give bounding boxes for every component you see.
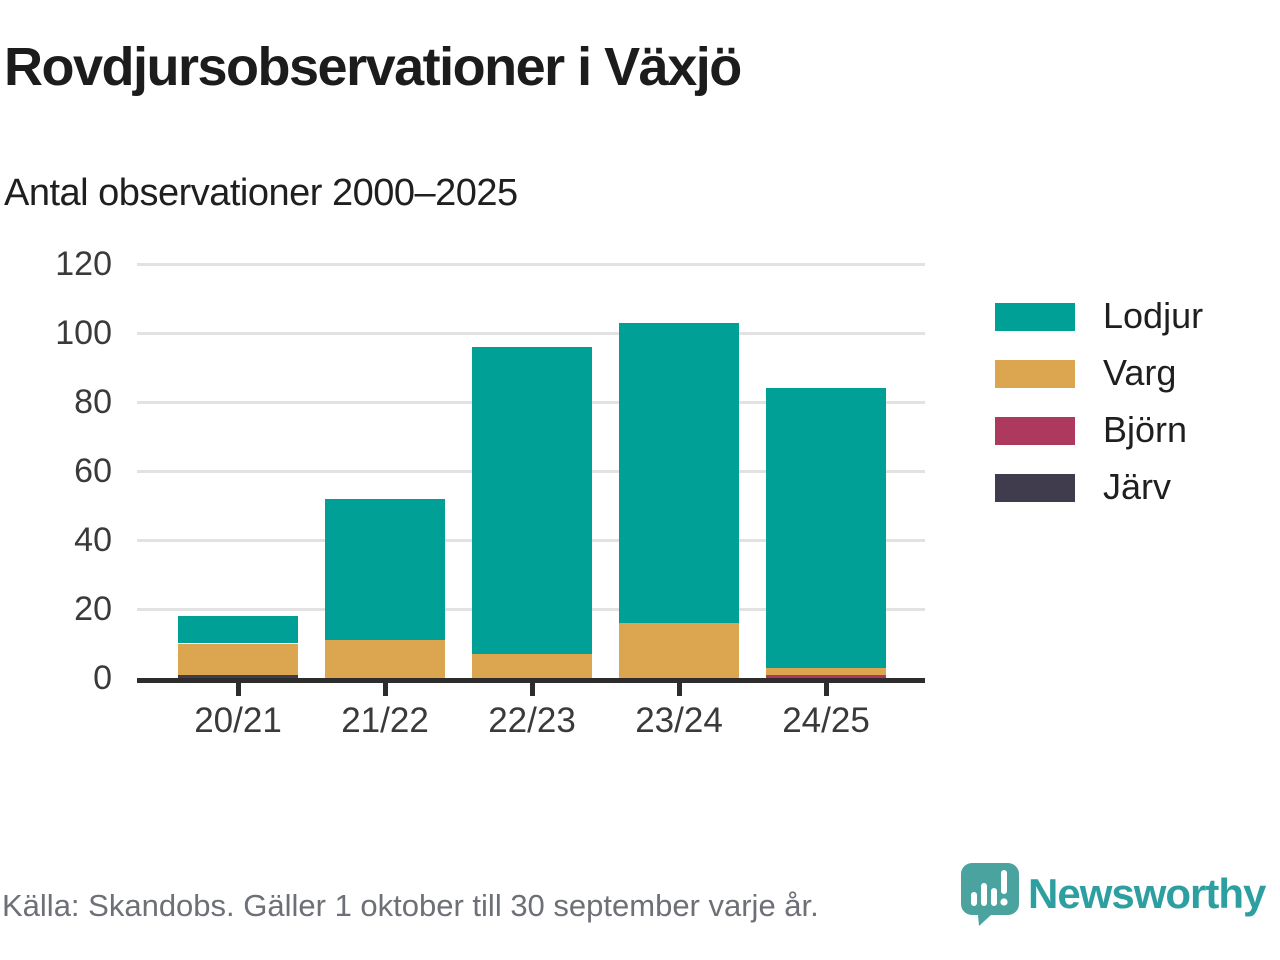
- bar-segment-lodjur: [766, 388, 886, 668]
- x-axis-category-label: 23/24: [635, 701, 723, 740]
- page-title: Rovdjursobservationer i Växjö: [4, 37, 742, 97]
- x-axis-tick: [823, 683, 829, 696]
- legend-swatch-varg: [995, 360, 1075, 388]
- legend-label-björn: Björn: [1103, 409, 1188, 450]
- x-axis-category-label: 24/25: [782, 701, 870, 740]
- legend-swatch-järv: [995, 474, 1075, 502]
- x-axis-category-label: 22/23: [488, 701, 576, 740]
- legend-label-lodjur: Lodjur: [1103, 295, 1204, 336]
- x-axis-category-label: 20/21: [194, 701, 282, 740]
- x-axis-tick: [382, 683, 388, 696]
- source-note: Källa: Skandobs. Gäller 1 oktober till 3…: [2, 888, 819, 923]
- legend-label-järv: Järv: [1103, 466, 1172, 507]
- y-axis-tick-label: 100: [55, 314, 112, 352]
- bar-segment-lodjur: [325, 498, 445, 641]
- x-axis-tick: [235, 683, 241, 696]
- bar-segment-varg: [325, 640, 445, 678]
- x-axis-tick: [676, 683, 682, 696]
- bar-segment-varg: [766, 667, 886, 675]
- gridline: [137, 262, 925, 266]
- bar-segment-lodjur: [619, 322, 739, 623]
- legend-swatch-björn: [995, 417, 1075, 445]
- y-axis-tick-label: 120: [55, 245, 112, 283]
- bar-segment-varg: [472, 653, 592, 678]
- gridline: [137, 331, 925, 335]
- bar-segment-järv: [178, 674, 298, 678]
- x-axis-line: [137, 678, 925, 683]
- y-axis-tick-label: 80: [74, 383, 112, 421]
- y-axis-tick-label: 40: [74, 521, 112, 559]
- bar-segment-varg: [178, 643, 298, 675]
- y-axis-tick-label: 0: [93, 659, 112, 697]
- newsworthy-brand-name: Newsworthy: [1028, 870, 1266, 917]
- bar-segment-lodjur: [472, 346, 592, 654]
- x-axis-tick: [529, 683, 535, 696]
- legend-label-varg: Varg: [1103, 352, 1177, 393]
- legend-swatch-lodjur: [995, 303, 1075, 331]
- bar-segment-varg: [619, 622, 739, 678]
- newsworthy-logo-icon: [960, 862, 1020, 926]
- x-axis-category-label: 21/22: [341, 701, 429, 740]
- y-axis-tick-label: 60: [74, 452, 112, 490]
- bar-segment-björn: [766, 674, 886, 678]
- y-axis-tick-label: 20: [74, 590, 112, 628]
- chart-subtitle: Antal observationer 2000–2025: [4, 172, 518, 214]
- bar-segment-lodjur: [178, 615, 298, 644]
